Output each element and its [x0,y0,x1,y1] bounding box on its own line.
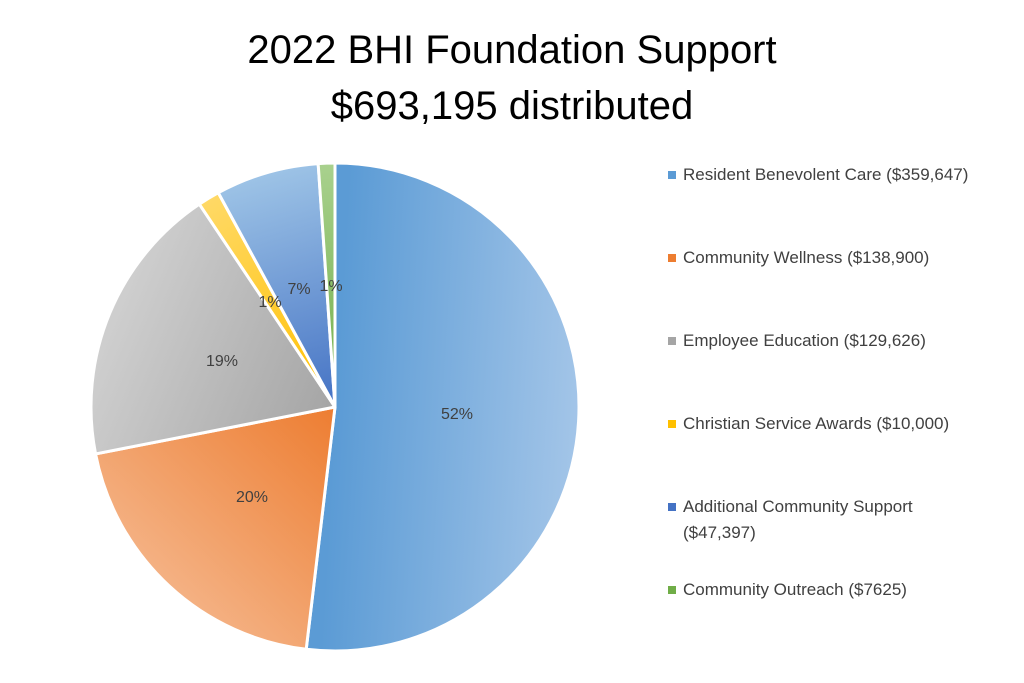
slice-percent-label: 52% [441,406,473,423]
legend-swatch [668,171,676,179]
pie-slice [216,162,337,409]
slice-percent-label: 19% [206,353,238,370]
legend-swatch [668,254,676,262]
chart-title: 2022 BHI Foundation Support [247,28,777,72]
legend-label: Christian Service Awards ($10,000) [683,414,950,433]
slice-percent-label: 7% [287,281,310,298]
legend-label: Resident Benevolent Care ($359,647) [683,165,969,184]
legend-swatch [668,337,676,345]
legend-swatch [668,586,676,594]
chart-subtitle: $693,195 distributed [330,84,694,128]
pie-slice [89,202,337,456]
legend-swatch [668,420,676,428]
pie-slices [89,161,581,653]
slice-percent-label: 1% [258,294,281,311]
legend-swatch [668,503,676,511]
slice-percent-label: 20% [236,489,268,506]
legend-label: Additional Community Support ($47,397) [683,497,913,542]
legend-item-resident-benevolent-care: Resident Benevolent Care ($359,647) [668,162,1008,188]
slice-percent-label: 1% [319,278,342,295]
legend-item-community-wellness: Community Wellness ($138,900) [668,245,1008,271]
legend-item-community-outreach: Community Outreach ($7625) [668,577,1008,603]
legend-label: Employee Education ($129,626) [683,331,926,350]
legend-label: Community Outreach ($7625) [683,580,907,599]
legend-item-christian-service-awards: Christian Service Awards ($10,000) [668,411,1008,437]
pie-slice [316,161,337,409]
chart-title-block: 2022 BHI Foundation Support $693,195 dis… [0,22,1024,134]
legend-item-employee-education: Employee Education ($129,626) [668,328,1008,354]
pie-slice [304,161,581,653]
pie-slice [94,405,337,651]
pie-labels: 52% 20% 19% 1% 7% 1% [206,278,473,506]
legend-label: Community Wellness ($138,900) [683,248,930,267]
legend-item-additional-community-support: Additional Community Support ($47,397) [668,494,1008,546]
